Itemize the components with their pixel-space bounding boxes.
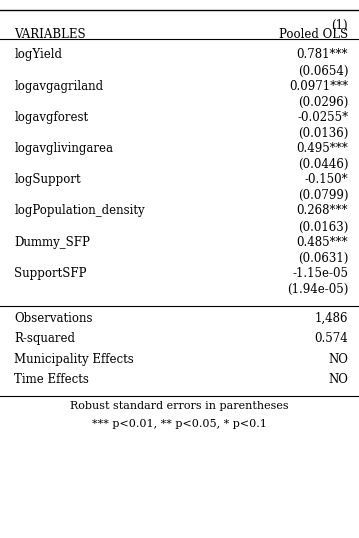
Text: NO: NO: [328, 353, 348, 366]
Text: Dummy_SFP: Dummy_SFP: [14, 236, 90, 249]
Text: logYield: logYield: [14, 48, 62, 61]
Text: Pooled OLS: Pooled OLS: [279, 28, 348, 41]
Text: -0.0255*: -0.0255*: [297, 111, 348, 124]
Text: R-squared: R-squared: [14, 332, 75, 345]
Text: (0.0654): (0.0654): [298, 65, 348, 77]
Text: (0.0799): (0.0799): [298, 189, 348, 202]
Text: Time Effects: Time Effects: [14, 373, 89, 386]
Text: Observations: Observations: [14, 312, 93, 325]
Text: logavgforest: logavgforest: [14, 111, 88, 124]
Text: -1.15e-05: -1.15e-05: [292, 267, 348, 280]
Text: -0.150*: -0.150*: [304, 173, 348, 186]
Text: 0.574: 0.574: [314, 332, 348, 345]
Text: 0.781***: 0.781***: [297, 48, 348, 61]
Text: logPopulation_density: logPopulation_density: [14, 204, 145, 217]
Text: (0.0136): (0.0136): [298, 127, 348, 140]
Text: 0.268***: 0.268***: [297, 204, 348, 217]
Text: logavgagriland: logavgagriland: [14, 80, 103, 93]
Text: NO: NO: [328, 373, 348, 386]
Text: (0.0163): (0.0163): [298, 221, 348, 233]
Text: Municipality Effects: Municipality Effects: [14, 353, 134, 366]
Text: (1): (1): [332, 19, 348, 32]
Text: 0.495***: 0.495***: [297, 142, 348, 155]
Text: (0.0631): (0.0631): [298, 252, 348, 265]
Text: (0.0296): (0.0296): [298, 96, 348, 109]
Text: *** p<0.01, ** p<0.05, * p<0.1: *** p<0.01, ** p<0.05, * p<0.1: [92, 419, 267, 429]
Text: (0.0446): (0.0446): [298, 158, 348, 171]
Text: logSupport: logSupport: [14, 173, 81, 186]
Text: Robust standard errors in parentheses: Robust standard errors in parentheses: [70, 401, 289, 412]
Text: 1,486: 1,486: [315, 312, 348, 325]
Text: logavglivingarea: logavglivingarea: [14, 142, 113, 155]
Text: 0.485***: 0.485***: [297, 236, 348, 249]
Text: SupportSFP: SupportSFP: [14, 267, 87, 280]
Text: (1.94e-05): (1.94e-05): [287, 283, 348, 296]
Text: 0.0971***: 0.0971***: [289, 80, 348, 93]
Text: VARIABLES: VARIABLES: [14, 28, 86, 41]
